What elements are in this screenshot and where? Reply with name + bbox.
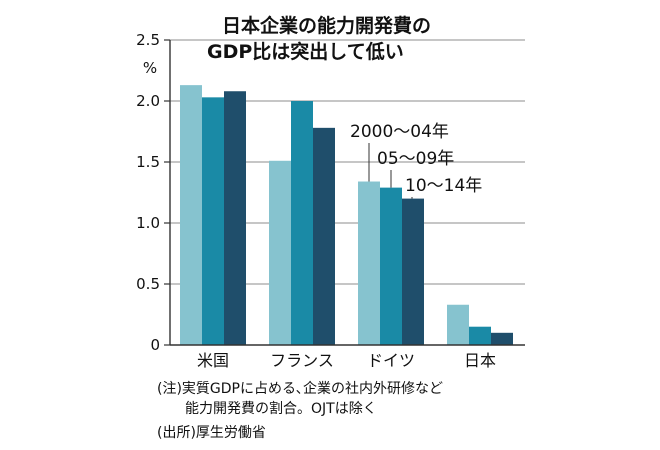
y-axis-unit: % [143, 59, 157, 77]
legend: 2000～04年 05～09年 10～14年 [350, 122, 482, 199]
bar [180, 85, 202, 345]
y-tick-label: 1.5 [136, 153, 160, 171]
bar [202, 97, 224, 345]
note-line: (出所)厚生労働省 [157, 425, 266, 441]
y-tick-label: 2.5 [136, 31, 160, 49]
bars [180, 85, 513, 346]
bar [224, 91, 246, 346]
legend-label: 2000～04年 [350, 122, 449, 142]
bar [380, 187, 402, 345]
note-line: 能力開発費の割合。OJTは除く [157, 400, 377, 417]
y-tick-label: 2.0 [136, 92, 160, 110]
bar [447, 304, 469, 345]
bar [269, 160, 291, 345]
legend-label: 05～09年 [377, 149, 454, 169]
x-category-label: 米国 [197, 351, 229, 370]
bar [291, 101, 313, 345]
chart-title-line: GDP比は突出して低い [207, 40, 404, 63]
bar [313, 127, 335, 345]
y-axis-ticks: 0 0.5 1.0 1.5 2.0 2.5 [136, 31, 170, 354]
x-category-label: フランス [270, 351, 334, 370]
axes [169, 40, 525, 346]
y-tick-label: 0.5 [136, 275, 160, 293]
note-line: (注)実質GDPに占める､企業の社内外研修など [157, 380, 443, 397]
y-tick-label: 1.0 [136, 214, 160, 232]
bar [402, 198, 424, 345]
y-axis-unit-label: % [143, 59, 157, 77]
x-category-label: 日本 [464, 351, 496, 370]
chart-title-line: 日本企業の能力開発費の [222, 14, 431, 37]
legend-label: 10～14年 [405, 176, 482, 196]
bar [491, 332, 513, 345]
x-axis-categories: 米国 フランス ドイツ 日本 [197, 351, 496, 370]
bar [469, 326, 491, 345]
chart-notes: (注)実質GDPに占める､企業の社内外研修など 能力開発費の割合。OJTは除く (… [157, 380, 443, 441]
y-tick-label: 0 [150, 336, 160, 354]
x-category-label: ドイツ [367, 351, 415, 370]
bar [358, 181, 380, 345]
chart-title: 日本企業の能力開発費の GDP比は突出して低い [207, 14, 431, 63]
